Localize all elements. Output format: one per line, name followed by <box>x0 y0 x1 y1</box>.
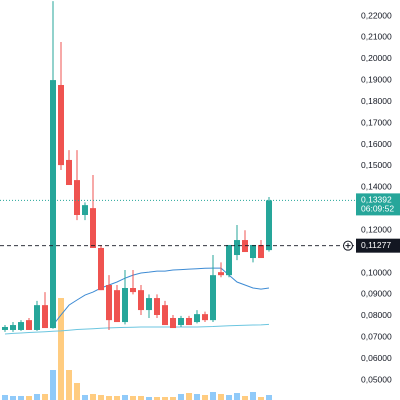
volume-bar <box>226 395 232 400</box>
y-tick-label: 0,05000 <box>361 374 392 384</box>
volume-bar <box>50 370 56 400</box>
volume-bar <box>122 395 128 400</box>
volume-bar <box>106 396 112 400</box>
candle-body <box>34 305 40 330</box>
y-tick-label: 0,10000 <box>361 267 392 277</box>
candle-body <box>90 208 96 248</box>
volume-bar <box>234 393 240 400</box>
volume-bar <box>186 393 192 400</box>
last-price-box <box>356 193 400 216</box>
volume-bar <box>162 397 168 400</box>
moving-average-line <box>4 323 270 335</box>
volume-bar <box>266 395 272 400</box>
volume-bar <box>26 396 32 400</box>
volume-bar <box>138 396 144 400</box>
marker-price-box <box>356 238 400 253</box>
candle-body <box>50 80 56 329</box>
volume-bar <box>90 394 96 400</box>
volume-bar <box>114 396 120 400</box>
moving-average-line <box>52 267 270 326</box>
y-tick-label: 0,06000 <box>361 353 392 363</box>
candle-body <box>66 159 72 186</box>
volume-bar <box>2 395 8 400</box>
candle-body <box>234 240 240 256</box>
marker-price-label: 0,11277 <box>361 240 391 250</box>
candle-body <box>130 288 136 293</box>
volume-bar <box>210 392 216 400</box>
candle-body <box>154 298 160 315</box>
candle-body <box>114 290 120 323</box>
volume-bar <box>202 395 208 400</box>
volume-bar <box>194 394 200 400</box>
candle-body <box>226 244 232 276</box>
volume-bar <box>250 392 256 400</box>
candle-body <box>58 85 64 166</box>
y-tick-label: 0,21000 <box>361 32 392 42</box>
candle-body <box>258 244 264 259</box>
candle-body <box>266 200 272 251</box>
countdown-label: 06:09:52 <box>361 204 394 214</box>
y-tick-label: 0,09000 <box>361 289 392 299</box>
y-tick-label: 0,18000 <box>361 96 392 106</box>
volume-bar <box>18 396 24 400</box>
volume-bar <box>154 397 160 400</box>
candle-body <box>122 288 128 323</box>
candle-body <box>146 298 152 311</box>
candle-body <box>138 290 144 311</box>
candle-body <box>178 317 184 326</box>
add-alert-plus <box>345 243 351 249</box>
y-tick-label: 0,16000 <box>361 139 392 149</box>
volume-bar <box>58 298 64 400</box>
volume-bar <box>66 370 72 400</box>
candle-body <box>74 180 80 215</box>
volume-bar <box>242 396 248 400</box>
last-price-label: 0,13392 <box>361 195 392 205</box>
y-tick-label: 0,08000 <box>361 310 392 320</box>
volume-bar <box>34 394 40 400</box>
candle-body <box>106 285 112 321</box>
candle-body <box>218 272 224 276</box>
volume-bar <box>170 397 176 400</box>
volume-bar <box>130 396 136 400</box>
y-tick-label: 0,17000 <box>361 117 392 127</box>
candle-body <box>194 314 200 323</box>
volume-bar <box>98 395 104 400</box>
candle-body <box>250 244 256 259</box>
volume-bar <box>82 395 88 400</box>
candle-body <box>18 322 24 330</box>
y-tick-label: 0,14000 <box>361 182 392 192</box>
candle-body <box>42 305 48 329</box>
y-tick-label: 0,20000 <box>361 53 392 63</box>
candle-body <box>162 305 168 326</box>
candle-body <box>10 325 16 330</box>
y-tick-label: 0,22000 <box>361 10 392 20</box>
volume-bar <box>258 397 264 400</box>
candle-body <box>210 275 216 321</box>
y-tick-label: 0,07000 <box>361 332 392 342</box>
volume-bar <box>218 394 224 400</box>
y-tick-label: 0,19000 <box>361 75 392 85</box>
volume-bar <box>146 397 152 400</box>
volume-bar <box>178 394 184 400</box>
y-tick-label: 0,12000 <box>361 224 392 234</box>
candle-body <box>98 247 104 291</box>
candle-body <box>82 205 88 215</box>
candle-body <box>170 317 176 329</box>
y-tick-label: 0,15000 <box>361 160 392 170</box>
candle-body <box>26 320 32 330</box>
candle-body <box>2 326 8 330</box>
volume-bar <box>74 383 80 400</box>
candle-body <box>202 314 208 321</box>
candle-body <box>186 317 192 326</box>
volume-bar <box>42 394 48 400</box>
volume-bar <box>10 396 16 400</box>
